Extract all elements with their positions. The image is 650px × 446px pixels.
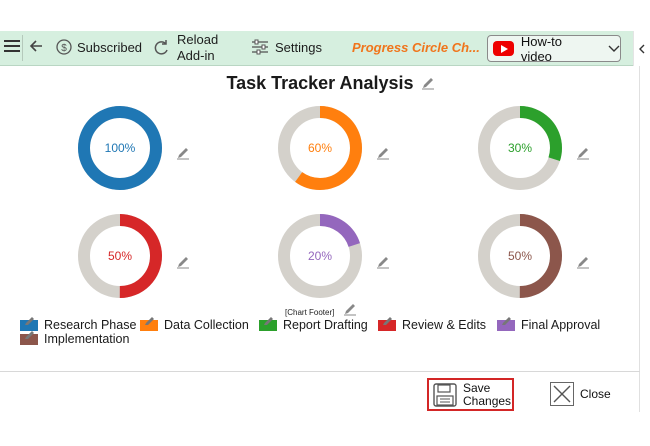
progress-circle-final-approval[interactable]: 20% <box>277 213 363 299</box>
edit-title-pencil-icon[interactable] <box>421 76 435 95</box>
close-button[interactable]: Close <box>550 382 611 406</box>
howto-label: How-to video <box>520 33 563 64</box>
pencil-icon <box>382 315 394 330</box>
donut-progress-arc <box>478 214 562 298</box>
legend-swatch <box>140 316 158 331</box>
edit-pencil-icon[interactable] <box>376 146 390 165</box>
dollar-circle-icon: $ <box>56 39 72 55</box>
legend-swatch <box>497 316 515 331</box>
save-changes-button[interactable]: Save Changes <box>427 378 514 411</box>
legend-item[interactable]: Data Collection <box>140 316 249 332</box>
howto-video-dropdown[interactable]: How-to video <box>487 33 621 64</box>
progress-label: 60% <box>307 141 333 155</box>
legend-item[interactable]: Research Phase <box>20 316 137 332</box>
donut-progress-arc <box>478 106 562 190</box>
edit-pencil-icon[interactable] <box>176 146 190 165</box>
progress-label: 30% <box>507 141 533 155</box>
app-title: Progress Circle Ch... <box>352 40 480 55</box>
progress-circle-research-phase[interactable]: 100% <box>77 105 163 191</box>
legend-swatch <box>259 316 277 331</box>
pencil-icon <box>24 315 36 330</box>
progress-label: 20% <box>307 249 333 263</box>
legend-item[interactable]: Review & Edits <box>378 316 487 332</box>
pencil-icon <box>263 315 275 330</box>
pencil-icon <box>24 329 36 344</box>
chart-footer[interactable]: [Chart Footer] <box>285 308 335 317</box>
chart-title[interactable]: Task Tracker Analysis <box>226 73 414 93</box>
subscribed-label: Subscribed <box>77 39 143 55</box>
progress-label: 50% <box>107 249 133 263</box>
legend-label: Research Phase <box>44 318 137 332</box>
pencil-icon <box>501 315 513 330</box>
legend-label: Report Drafting <box>283 318 368 332</box>
legend-label: Final Approval <box>521 318 601 332</box>
svg-text:$: $ <box>61 43 67 54</box>
footer-divider <box>0 371 640 372</box>
edit-pencil-icon[interactable] <box>576 146 590 165</box>
legend-swatch <box>20 330 38 345</box>
toolbar-divider <box>22 35 23 61</box>
legend-item[interactable]: Report Drafting <box>259 316 368 332</box>
sliders-icon <box>252 39 268 55</box>
edit-pencil-icon[interactable] <box>176 255 190 274</box>
edit-pencil-icon[interactable] <box>576 255 590 274</box>
reload-label-line2: Add-in <box>177 48 215 63</box>
legend-label: Data Collection <box>164 318 249 332</box>
reload-icon <box>154 40 168 55</box>
chevron-down-icon <box>608 45 620 52</box>
legend-label: Implementation <box>44 332 130 346</box>
save-label-line1: Save <box>463 380 491 395</box>
floppy-disk-icon <box>433 382 457 407</box>
settings-button[interactable]: Settings <box>251 39 322 55</box>
edit-pencil-icon[interactable] <box>376 255 390 274</box>
legend-swatch <box>378 316 396 331</box>
legend-item[interactable]: Final Approval <box>497 316 601 332</box>
collapse-pane-button[interactable] <box>633 31 650 66</box>
pane-border <box>639 66 640 412</box>
back-arrow-icon[interactable] <box>28 39 44 53</box>
legend-label: Review & Edits <box>402 318 487 332</box>
reload-label-line1: Reload <box>177 32 219 47</box>
donut-progress-arc <box>278 214 362 298</box>
progress-circle-review-edits[interactable]: 50% <box>77 213 163 299</box>
close-icon <box>550 382 574 406</box>
legend-item[interactable]: Implementation <box>20 330 130 346</box>
donut-progress-arc <box>278 106 362 190</box>
progress-circle-data-collection[interactable]: 60% <box>277 105 363 191</box>
settings-label: Settings <box>275 39 322 55</box>
youtube-icon <box>493 41 514 56</box>
edit-footer-pencil-icon[interactable] <box>343 302 357 321</box>
close-label: Close <box>580 387 611 401</box>
progress-label: 100% <box>104 141 136 155</box>
reload-addin-button[interactable]: Reload Add-in <box>152 32 218 64</box>
donut-progress-arc <box>78 106 162 190</box>
donut-progress-arc <box>78 214 162 298</box>
progress-circle-implementation[interactable]: 50% <box>477 213 563 299</box>
progress-circle-report-drafting[interactable]: 30% <box>477 105 563 191</box>
progress-label: 50% <box>507 249 533 263</box>
subscribed-button[interactable]: $ Subscribed <box>56 39 142 55</box>
chevron-left-icon <box>639 44 645 53</box>
save-label-line2: Changes <box>463 393 512 408</box>
legend-swatch <box>20 316 38 331</box>
chart-legend: Research Phase Data Collection Report Dr… <box>20 316 630 348</box>
pencil-icon <box>144 315 156 330</box>
hamburger-menu-icon[interactable] <box>4 39 20 53</box>
